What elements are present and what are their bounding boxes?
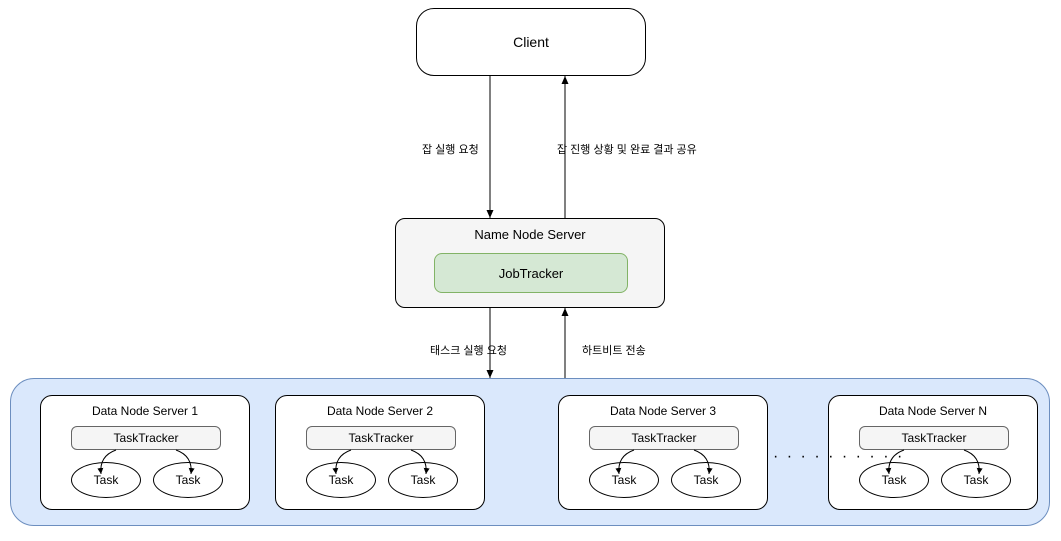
task-label: Task bbox=[882, 473, 907, 487]
task-tracker-label: TaskTracker bbox=[902, 431, 967, 445]
data-node-title: Data Node Server 2 bbox=[276, 404, 484, 418]
edge-label-job-request: 잡 실행 요청 bbox=[420, 141, 481, 157]
task-tracker-node: TaskTracker bbox=[71, 426, 221, 450]
task-tracker-node: TaskTracker bbox=[859, 426, 1009, 450]
task-label: Task bbox=[329, 473, 354, 487]
task-node: Task bbox=[153, 462, 223, 498]
task-label: Task bbox=[176, 473, 201, 487]
job-tracker-label: JobTracker bbox=[499, 266, 564, 281]
task-label: Task bbox=[964, 473, 989, 487]
edge-label-heartbeat: 하트비트 전송 bbox=[580, 342, 648, 358]
task-tracker-node: TaskTracker bbox=[306, 426, 456, 450]
ellipsis-icon: · · · · · · · · · · bbox=[773, 448, 904, 466]
client-label: Client bbox=[513, 34, 549, 50]
data-node-title: Data Node Server 3 bbox=[559, 404, 767, 418]
data-node-3: Data Node Server 3 TaskTracker Task Task bbox=[558, 395, 768, 510]
job-tracker-node: JobTracker bbox=[434, 253, 628, 293]
task-node: Task bbox=[941, 462, 1011, 498]
client-node: Client bbox=[416, 8, 646, 76]
task-tracker-node: TaskTracker bbox=[589, 426, 739, 450]
data-node-2: Data Node Server 2 TaskTracker Task Task bbox=[275, 395, 485, 510]
task-label: Task bbox=[612, 473, 637, 487]
task-tracker-label: TaskTracker bbox=[349, 431, 414, 445]
task-label: Task bbox=[694, 473, 719, 487]
task-node: Task bbox=[306, 462, 376, 498]
data-node-title: Data Node Server 1 bbox=[41, 404, 249, 418]
name-node-server: Name Node Server JobTracker bbox=[395, 218, 665, 308]
data-node-title: Data Node Server N bbox=[829, 404, 1037, 418]
task-node: Task bbox=[589, 462, 659, 498]
edge-label-job-status: 잡 진행 상황 및 완료 결과 공유 bbox=[555, 141, 699, 157]
task-label: Task bbox=[94, 473, 119, 487]
task-node: Task bbox=[671, 462, 741, 498]
edge-label-task-request: 태스크 실행 요청 bbox=[428, 342, 509, 358]
task-tracker-label: TaskTracker bbox=[632, 431, 697, 445]
task-node: Task bbox=[388, 462, 458, 498]
task-node: Task bbox=[71, 462, 141, 498]
task-label: Task bbox=[411, 473, 436, 487]
task-tracker-label: TaskTracker bbox=[114, 431, 179, 445]
task-node: Task bbox=[859, 462, 929, 498]
data-node-1: Data Node Server 1 TaskTracker Task Task bbox=[40, 395, 250, 510]
name-node-title: Name Node Server bbox=[396, 227, 664, 242]
